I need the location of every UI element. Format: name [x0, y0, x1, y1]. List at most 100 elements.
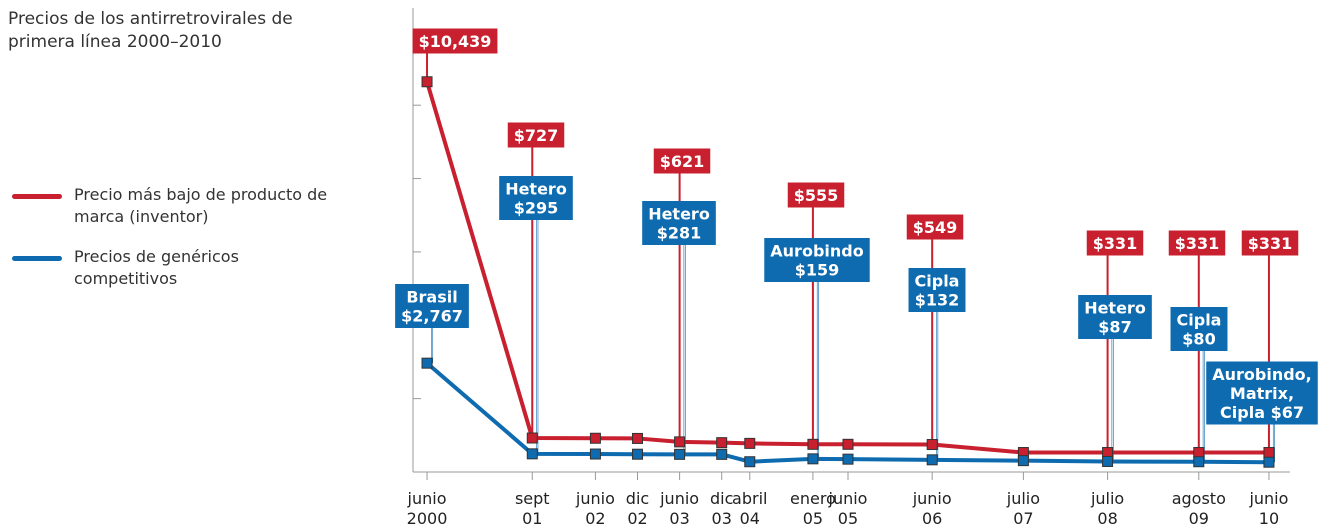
callout-box	[1086, 230, 1144, 256]
x-tick-label: junio 02	[575, 489, 615, 527]
point	[674, 436, 686, 448]
data-label: Hetero $281	[648, 204, 710, 242]
point	[842, 453, 854, 465]
point	[1017, 455, 1029, 467]
legend-swatch	[12, 256, 62, 261]
point	[421, 357, 433, 369]
point	[526, 432, 538, 444]
callout-box	[1170, 307, 1228, 351]
point	[926, 454, 938, 466]
x-tick-label: agosto 09	[1172, 489, 1226, 527]
data-label: $331	[1093, 234, 1138, 253]
callout: Hetero $281	[642, 201, 716, 245]
x-tick-label: abril 04	[732, 489, 767, 527]
callout-box	[1241, 230, 1299, 256]
point	[632, 448, 644, 460]
callout: $555	[787, 182, 845, 208]
point	[1193, 456, 1205, 468]
data-label: Cipla $80	[1177, 310, 1222, 348]
callout: Aurobindo, Matrix, Cipla $67	[1206, 361, 1318, 425]
callout: $10,439	[412, 28, 498, 54]
data-label: $549	[913, 218, 958, 237]
data-label: Aurobindo $159	[770, 241, 863, 279]
point	[807, 438, 819, 450]
point	[632, 432, 644, 444]
callout: $549	[906, 214, 964, 240]
callout-box	[1078, 295, 1152, 339]
point	[842, 438, 854, 450]
callout-box	[412, 28, 498, 54]
callout-box	[653, 148, 711, 174]
callouts: $10,439 $727 $621 $555 $549 $331 $331 $331 Brasi…	[395, 28, 1318, 425]
legend-label: Precio más bajo de producto de marca (in…	[74, 185, 328, 226]
point	[1263, 456, 1275, 468]
x-tick-label: sept 01	[515, 489, 550, 527]
callout-box	[908, 268, 966, 312]
x-tick-label: junio 05	[828, 489, 868, 527]
callout: Aurobindo $159	[764, 238, 870, 282]
point	[1263, 447, 1275, 459]
callout: $621	[653, 148, 711, 174]
callout: $331	[1086, 230, 1144, 256]
x-tick-label: junio 06	[912, 489, 952, 527]
legend-label: Precios de genéricos competitivos	[74, 247, 239, 288]
x-tick-label: dic 03	[710, 489, 733, 527]
x-tick-label: dic 02	[626, 489, 649, 527]
point	[926, 439, 938, 451]
legend-item: Precios de genéricos competitivos	[12, 246, 334, 290]
series-line	[425, 361, 1269, 465]
data-label: $555	[794, 186, 839, 205]
x-tick-label: julio 07	[1006, 489, 1040, 527]
data-label: Aurobindo, Matrix, Cipla $67	[1212, 365, 1312, 422]
leaders	[426, 42, 1275, 463]
point	[589, 448, 601, 460]
x-tick-label: enero 05	[790, 489, 836, 527]
x-tick-label: julio 08	[1090, 489, 1124, 527]
point	[674, 448, 686, 460]
data-label: $621	[660, 152, 705, 171]
point	[1193, 447, 1205, 459]
callout: Cipla $80	[1170, 307, 1228, 351]
callout: Brasil $2,767	[395, 284, 469, 328]
data-label: Brasil $2,767	[401, 287, 463, 325]
point	[589, 432, 601, 444]
callout-box	[787, 182, 845, 208]
point	[716, 448, 728, 460]
callout: Hetero $295	[499, 176, 573, 220]
chart-title: Precios de los antirretrovirales de prim…	[8, 9, 293, 52]
point	[526, 448, 538, 460]
point	[1102, 455, 1114, 467]
callout: $727	[507, 122, 565, 148]
callout-box	[764, 238, 870, 282]
data-label: $331	[1248, 234, 1293, 253]
point	[421, 76, 433, 88]
callout-box	[1206, 361, 1318, 425]
x-tick-label: junio 03	[659, 489, 699, 527]
callout-box	[499, 176, 573, 220]
x-tick-label: junio 2000	[407, 489, 448, 527]
data-label: $10,439	[419, 32, 492, 51]
callout-box	[395, 284, 469, 328]
callout-box	[1168, 230, 1226, 256]
callout-box	[642, 201, 716, 245]
data-label: Hetero $295	[505, 179, 567, 217]
legend-item: Precio más bajo de producto de marca (in…	[12, 184, 334, 228]
callout: $331	[1168, 230, 1226, 256]
callout-box	[906, 214, 964, 240]
data-label: $331	[1175, 234, 1220, 253]
x-tick-label: junio 10	[1248, 489, 1288, 527]
point	[744, 456, 756, 468]
data-label: Cipla $132	[915, 271, 960, 309]
data-label: Hetero $87	[1084, 298, 1146, 336]
point	[807, 453, 819, 465]
callout: $331	[1241, 230, 1299, 256]
callout: Hetero $87	[1078, 295, 1152, 339]
point	[716, 437, 728, 449]
callout-box	[507, 122, 565, 148]
lines	[421, 76, 1275, 468]
data-label: $727	[514, 126, 559, 145]
point	[744, 437, 756, 449]
series-line	[425, 81, 1269, 455]
